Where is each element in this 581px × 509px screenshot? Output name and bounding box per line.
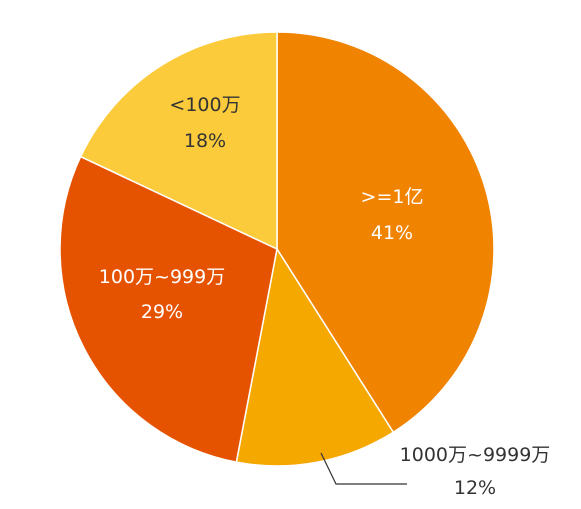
pie-slice <box>276 31 495 434</box>
pie-slice <box>59 155 278 464</box>
pie-slice <box>79 31 278 251</box>
leader-line <box>320 452 407 485</box>
slice-percent-label: 18% <box>184 130 226 152</box>
slice-category-label: 100万~999万 <box>99 266 225 288</box>
pie-slice <box>235 246 395 467</box>
slice-percent-label: 29% <box>141 301 183 323</box>
slice-percent-label: 12% <box>454 477 496 499</box>
slice-category-label: >=1亿 <box>361 186 424 208</box>
slice-category-label: 1000万~9999万 <box>400 444 551 466</box>
slice-category-label: <100万 <box>169 94 240 116</box>
slice-percent-label: 41% <box>371 222 413 244</box>
